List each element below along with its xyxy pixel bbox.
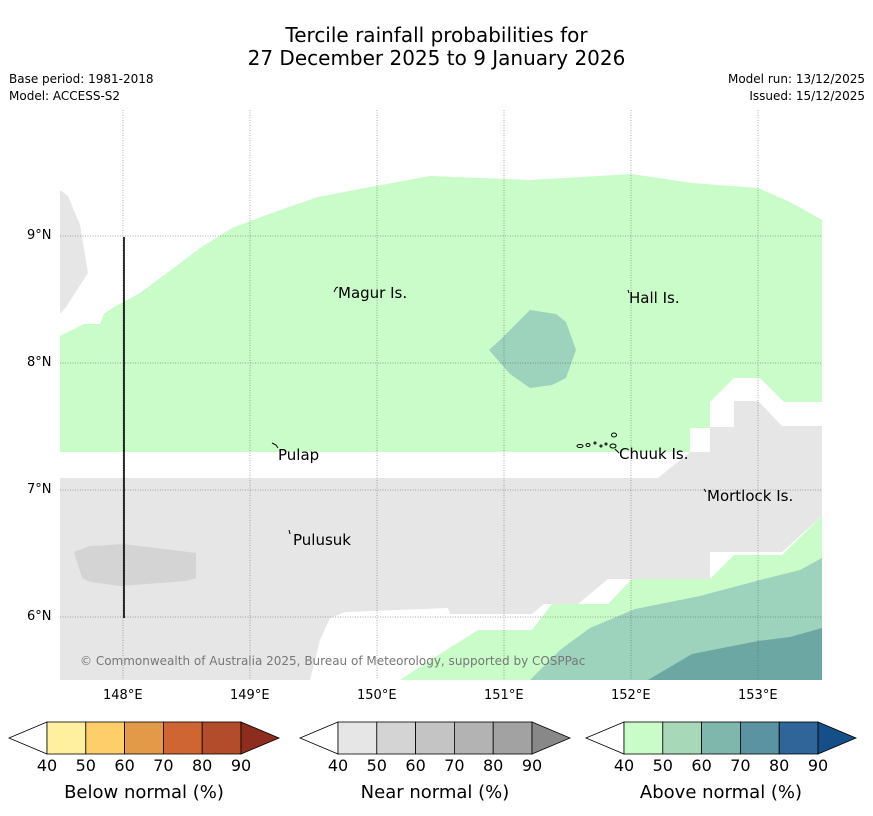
near-colorbar-tick-label: 70	[444, 756, 465, 775]
chuuk-island-marks	[576, 432, 620, 454]
base-period-text: Base period: 1981-2018	[9, 72, 154, 86]
above-colorbar-min-arrow	[584, 721, 625, 755]
lat-label-9n: 9°N	[27, 228, 52, 243]
near-colorbar-segment	[415, 721, 455, 755]
magur-island-mark	[333, 286, 339, 293]
hall-island-mark	[627, 289, 630, 294]
copyright-text: © Commonwealth of Australia 2025, Bureau…	[80, 654, 586, 668]
below-colorbar-segment	[162, 721, 203, 755]
below-colorbar-max-arrow	[240, 721, 281, 755]
above-normal-60-region	[648, 628, 822, 680]
place-magur: Magur Is.	[338, 284, 408, 302]
near-colorbar-tick-label: 90	[521, 756, 543, 775]
above-colorbar-tick-label: 60	[691, 756, 712, 775]
gridlines	[60, 110, 822, 680]
title-line-1: Tercile rainfall probabilities for	[285, 23, 588, 47]
island-marks	[271, 286, 707, 535]
lon-label-151e: 151°E	[484, 688, 524, 703]
lon-label-152e: 152°E	[611, 688, 651, 703]
near-colorbar-min-arrow	[298, 721, 339, 755]
lat-label-6n: 6°N	[27, 609, 52, 624]
near-colorbar-tick-label: 40	[327, 756, 349, 775]
near-colorbar-tick-label: 60	[405, 756, 426, 775]
map-area	[60, 110, 822, 680]
place-chuuk: Chuuk Is.	[619, 445, 689, 463]
above-colorbar-segment	[701, 721, 741, 755]
below-colorbar-tick-label: 50	[75, 756, 96, 775]
near-colorbar-segment	[337, 721, 378, 755]
pulap-island-mark	[271, 442, 279, 449]
near-colorbar-segment	[492, 721, 533, 755]
above-colorbar-max-arrow	[817, 721, 858, 755]
model-run-text: Model run: 13/12/2025	[727, 72, 865, 86]
below-colorbar-tick-label: 60	[114, 756, 135, 775]
below-colorbar-min-arrow	[7, 721, 48, 755]
near-normal-region	[60, 478, 822, 680]
above-colorbar-tick-label: 50	[652, 756, 673, 775]
above-colorbar-tick-label: 90	[807, 756, 829, 775]
lat-label-7n: 7°N	[27, 482, 52, 497]
above-colorbar-segment	[740, 721, 780, 755]
above-normal-label: Above normal (%)	[639, 782, 803, 803]
below-colorbar-segment	[85, 721, 126, 755]
pulusuk-island-mark	[288, 529, 291, 535]
above-colorbar-segment	[662, 721, 702, 755]
issued-text: Issued: 15/12/2025	[749, 89, 865, 103]
near-colorbar-tick-label: 80	[483, 756, 504, 775]
lon-label-149e: 149°E	[230, 688, 270, 703]
place-pulusuk: Pulusuk	[293, 531, 351, 549]
near-normal-50-patch	[74, 544, 196, 586]
lon-label-148e: 148°E	[103, 688, 143, 703]
colorbar-layer	[7, 721, 858, 755]
near-colorbar-tick-label: 50	[366, 756, 387, 775]
below-colorbar-segment	[124, 721, 164, 755]
lon-label-153e: 153°E	[738, 688, 778, 703]
above-colorbar-segment	[623, 721, 664, 755]
above-normal-50-blob	[489, 310, 576, 388]
below-colorbar-segment	[46, 721, 87, 755]
below-colorbar-segment	[201, 721, 242, 755]
below-colorbar-tick-label: 40	[36, 756, 58, 775]
above-colorbar-tick-label: 70	[730, 756, 751, 775]
near-normal-label: Near normal (%)	[360, 782, 510, 803]
above-colorbar-tick-label: 40	[613, 756, 635, 775]
below-colorbar-tick-label: 80	[192, 756, 213, 775]
near-colorbar-segment	[453, 721, 494, 755]
lon-label-150e: 150°E	[357, 688, 397, 703]
near-colorbar-segment	[376, 721, 416, 755]
above-colorbar-segment	[778, 721, 819, 755]
below-colorbar-tick-label: 90	[230, 756, 252, 775]
place-mortlock: Mortlock Is.	[707, 487, 794, 505]
place-pulap: Pulap	[278, 446, 320, 464]
model-text: Model: ACCESS-S2	[9, 89, 121, 103]
above-normal-region	[60, 174, 822, 452]
lat-label-8n: 8°N	[27, 355, 52, 370]
below-colorbar-tick-label: 70	[153, 756, 174, 775]
title-line-2: 27 December 2025 to 9 January 2026	[247, 46, 626, 70]
above-colorbar-tick-label: 80	[769, 756, 790, 775]
near-colorbar-max-arrow	[531, 721, 572, 755]
place-hall: Hall Is.	[629, 289, 680, 307]
near-normal-region-east	[658, 401, 822, 478]
below-normal-label: Below normal (%)	[64, 782, 224, 803]
mortlock-island-mark	[703, 488, 707, 493]
near-normal-region-nw	[60, 190, 88, 314]
